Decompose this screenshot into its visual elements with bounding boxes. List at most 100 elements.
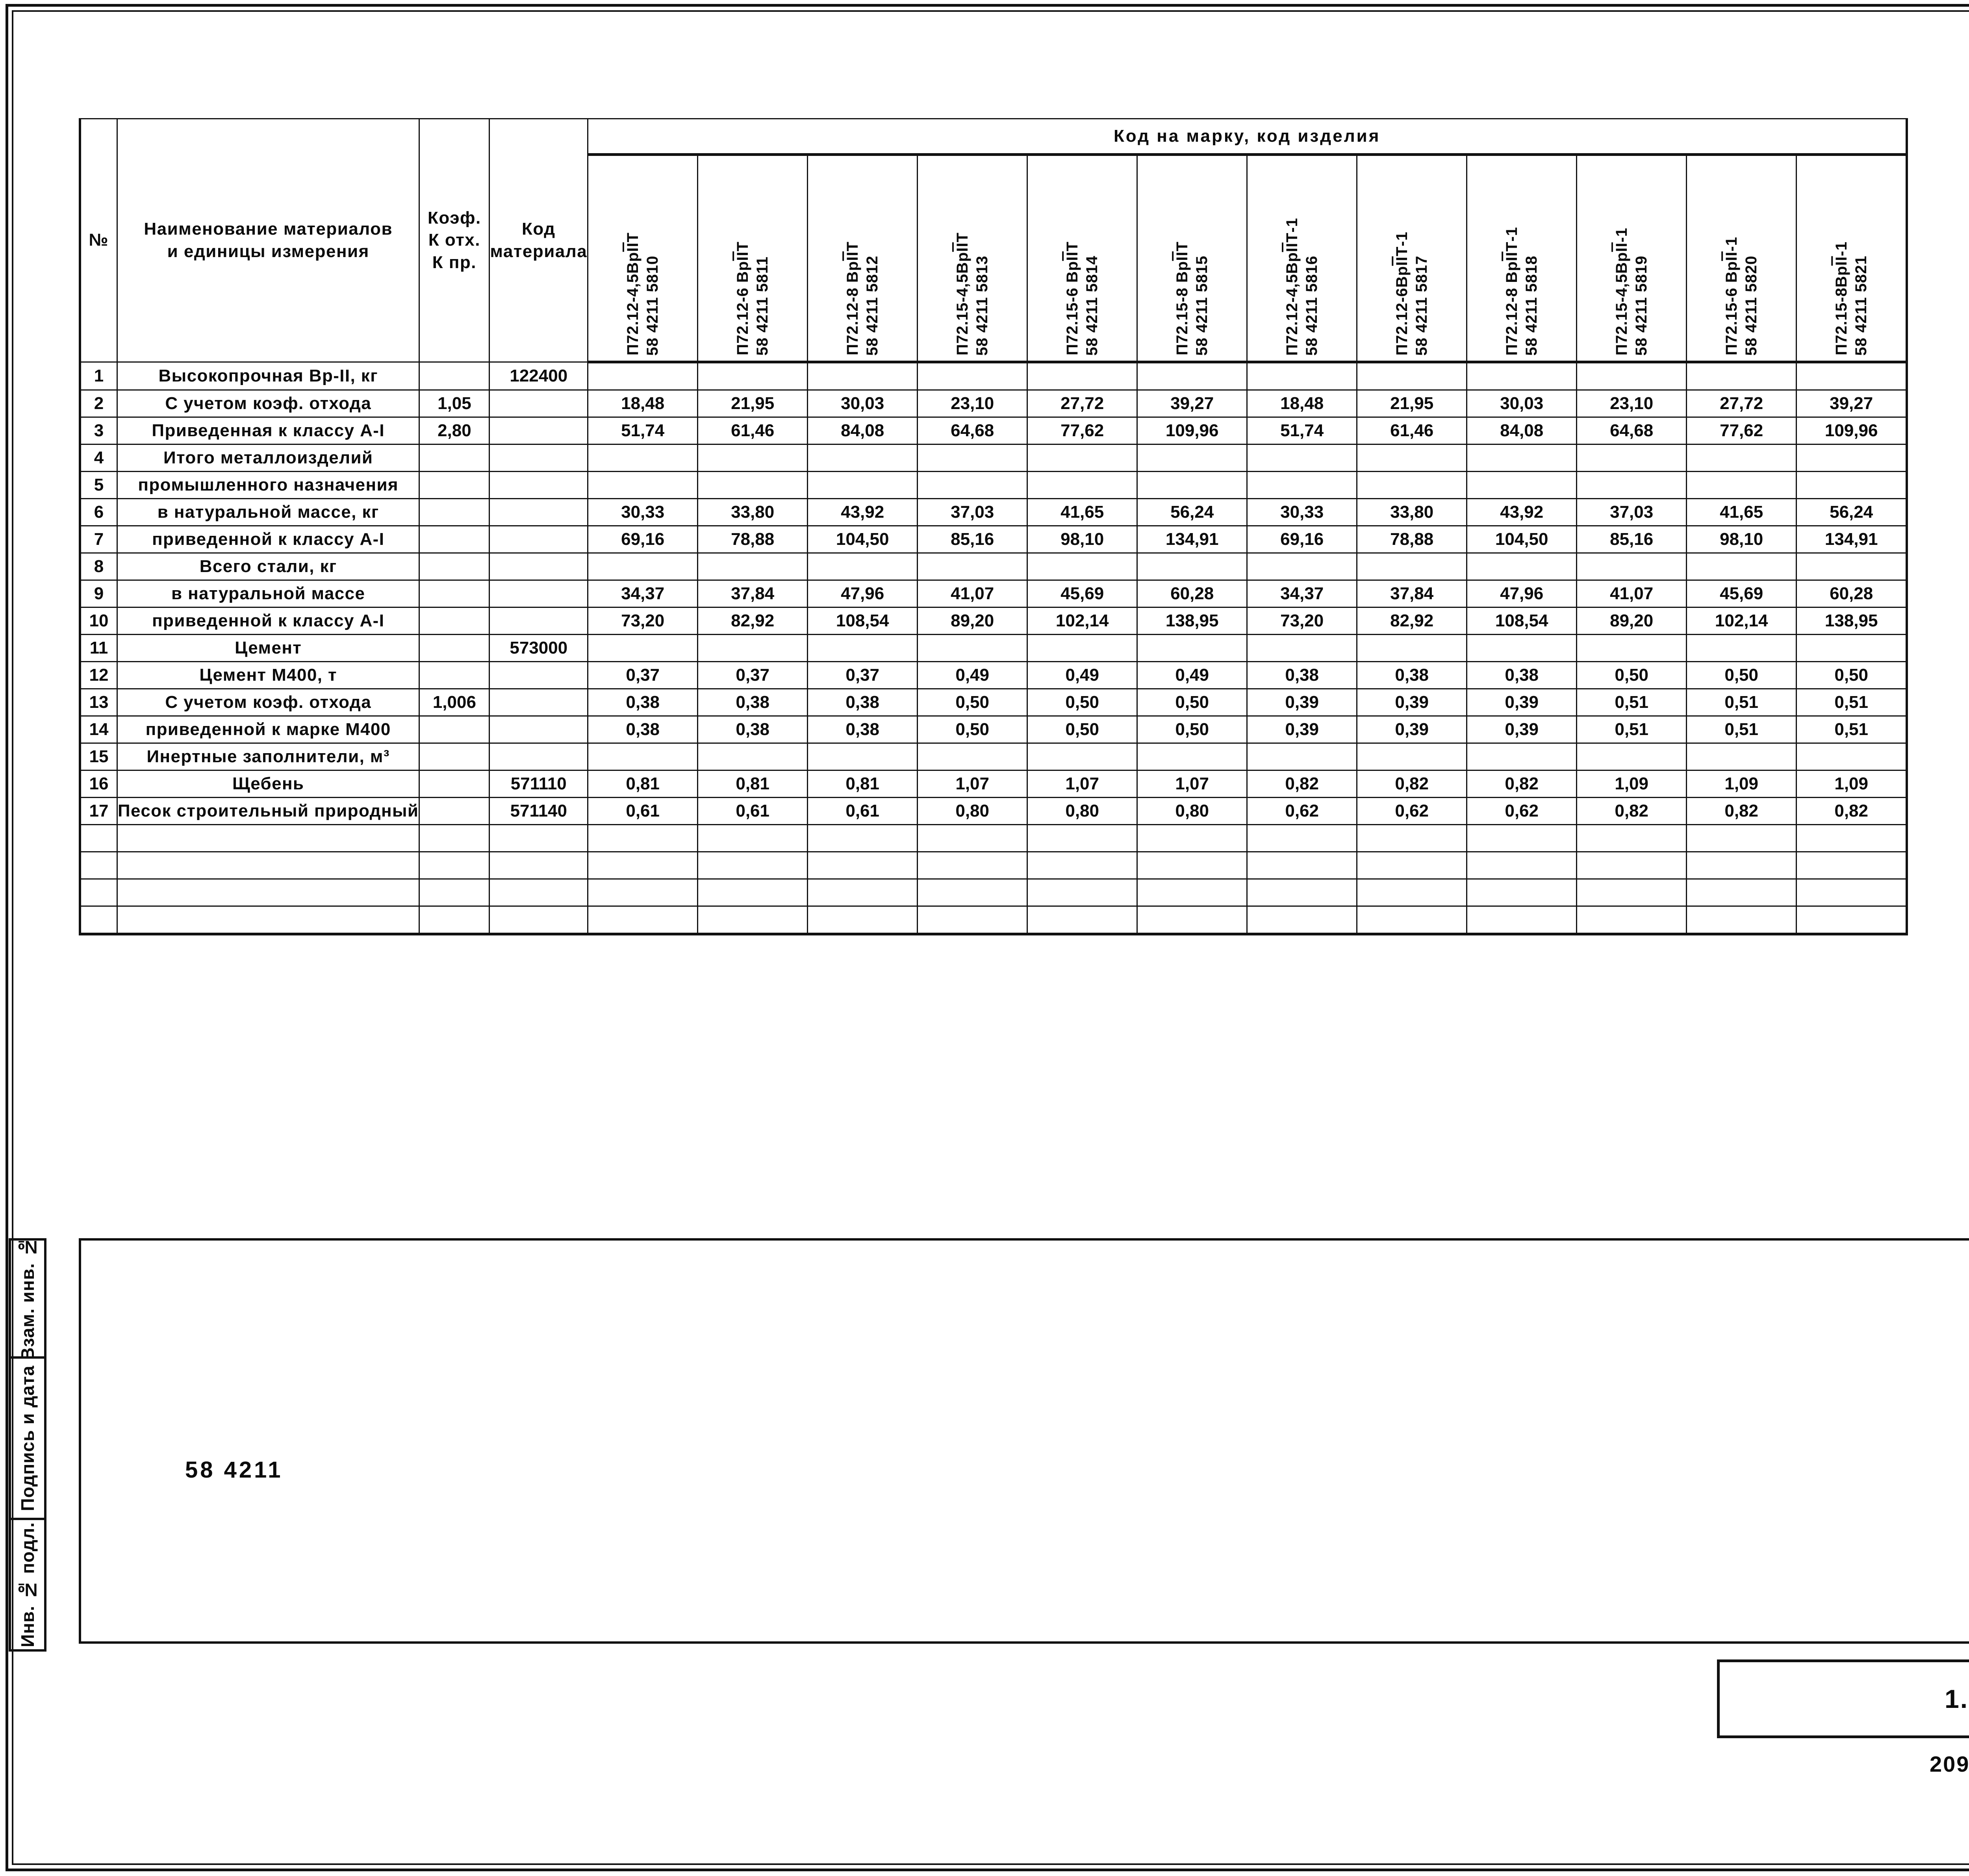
column-header-code: 58 4211 5813 xyxy=(973,255,991,356)
cell-r17-c11: 0,82 xyxy=(1686,797,1797,825)
cell-r16-c1: 0,81 xyxy=(587,770,699,798)
cell-r21-c4 xyxy=(917,906,1028,935)
cell-r1-c8 xyxy=(1356,361,1468,391)
cell-r17-c7: 0,62 xyxy=(1246,797,1358,825)
row-material-label: Щебень xyxy=(116,770,420,798)
row-material-label xyxy=(116,906,420,935)
cell-r11-c7 xyxy=(1246,634,1358,662)
table-row: 13 С учетом коэф. отхода 1,006 0,38 0,38 0,38… xyxy=(79,688,1908,717)
cell-r6-c9: 43,92 xyxy=(1466,498,1578,526)
cell-r9-c12: 60,28 xyxy=(1796,580,1908,608)
cell-r3-c7: 51,74 xyxy=(1246,417,1358,445)
column-header-wrap: П72.12-8 ВрIIТ-1 58 4211 5818 xyxy=(1467,159,1576,358)
cell-r21-c7 xyxy=(1246,906,1358,935)
cell-r8-c1 xyxy=(587,552,699,581)
cell-r9-c5: 45,69 xyxy=(1027,580,1138,608)
cell-r12-c8: 0,38 xyxy=(1356,661,1468,689)
cell-r7-c5: 98,10 xyxy=(1027,525,1138,554)
cell-r9-c10: 41,07 xyxy=(1576,580,1687,608)
cell-r20-c11 xyxy=(1686,878,1797,907)
cell-r20-c7 xyxy=(1246,878,1358,907)
column-header-wrap: П72.12-6 ВрIIТ 58 4211 5811 xyxy=(698,159,807,358)
cell-r4-c11 xyxy=(1686,444,1797,472)
cell-r14-c12: 0,51 xyxy=(1796,715,1908,744)
column-header-wrap: П72.15-8 ВрIIТ 58 4211 5815 xyxy=(1138,159,1246,358)
column-header-mark: П72.15-4,5ВрIIТ xyxy=(954,232,972,356)
cell-r11-c6 xyxy=(1137,634,1248,662)
title-block-main: 1.241-1.29-0.0.0 РМ xyxy=(1720,1662,1969,1735)
row-number xyxy=(79,824,118,852)
column-header-code: 58 4211 5812 xyxy=(864,255,881,356)
cell-r13-c7: 0,39 xyxy=(1246,688,1358,717)
row-number: 3 xyxy=(79,417,118,445)
cell-r9-c1: 34,37 xyxy=(587,580,699,608)
cell-r4-c6 xyxy=(1137,444,1248,472)
cell-r12-c9: 0,38 xyxy=(1466,661,1578,689)
row-number: 8 xyxy=(79,552,118,581)
row-material-code xyxy=(489,715,589,744)
cell-r20-c2 xyxy=(697,878,808,907)
cell-r17-c3: 0,61 xyxy=(807,797,918,825)
row-material-code xyxy=(489,607,589,635)
cell-r4-c5 xyxy=(1027,444,1138,472)
cell-r16-c9: 0,82 xyxy=(1466,770,1578,798)
cell-r20-c9 xyxy=(1466,878,1578,907)
column-header-wrap: П72.12-6ВрIIТ-1 58 4211 5817 xyxy=(1357,159,1466,358)
row-koef-value: 1,05 xyxy=(419,389,490,418)
row-koef-value xyxy=(419,851,490,880)
column-header-mark: П72.12-6ВрIIТ-1 xyxy=(1393,231,1411,356)
cell-r19-c12 xyxy=(1796,851,1908,880)
row-material-code xyxy=(489,417,589,445)
row-material-code: 571110 xyxy=(489,770,589,798)
cell-r21-c11 xyxy=(1686,906,1797,935)
row-koef-value xyxy=(419,525,490,554)
cell-r13-c11: 0,51 xyxy=(1686,688,1797,717)
cell-r7-c11: 98,10 xyxy=(1686,525,1797,554)
cell-r6-c2: 33,80 xyxy=(697,498,808,526)
column-header-12: П72.15-8ВрII-1 58 4211 5821 xyxy=(1796,154,1908,363)
title-block: 1.241-1.29-0.0.0 РМ Лист 2 xyxy=(1717,1659,1969,1738)
header-material-name-line1: Наименование материалов xyxy=(144,219,393,239)
column-header-wrap: П72.15-8ВрII-1 58 4211 5821 xyxy=(1797,159,1906,358)
header-row-group: № Наименование материалов и единицы изме… xyxy=(79,118,1908,363)
column-header-mark: П72.15-8ВрII-1 xyxy=(1833,241,1850,356)
cell-r18-c9 xyxy=(1466,824,1578,852)
cell-r10-c6: 138,95 xyxy=(1137,607,1248,635)
row-material-label: Приведенная к классу А-I xyxy=(116,417,420,445)
cell-r10-c5: 102,14 xyxy=(1027,607,1138,635)
cell-r6-c12: 56,24 xyxy=(1796,498,1908,526)
row-material-label: С учетом коэф. отхода xyxy=(116,688,420,717)
row-koef-value xyxy=(419,797,490,825)
column-header-3: П72.12-8 ВрIIТ 58 4211 5812 xyxy=(807,154,918,363)
cell-r15-c6 xyxy=(1137,743,1248,771)
cell-r13-c6: 0,50 xyxy=(1137,688,1248,717)
cell-r6-c5: 41,65 xyxy=(1027,498,1138,526)
cell-r11-c2 xyxy=(697,634,808,662)
cell-r19-c6 xyxy=(1137,851,1248,880)
cell-r4-c12 xyxy=(1796,444,1908,472)
row-material-code xyxy=(489,661,589,689)
cell-r12-c5: 0,49 xyxy=(1027,661,1138,689)
column-header-2: П72.12-6 ВрIIТ 58 4211 5811 xyxy=(697,154,808,363)
cell-r1-c5 xyxy=(1027,361,1138,391)
cell-r11-c8 xyxy=(1356,634,1468,662)
cell-r6-c10: 37,03 xyxy=(1576,498,1687,526)
cell-r15-c11 xyxy=(1686,743,1797,771)
header-koef-line3: К пр. xyxy=(432,252,477,272)
row-material-label: приведенной к классу А-I xyxy=(116,525,420,554)
cell-r6-c6: 56,24 xyxy=(1137,498,1248,526)
cell-r14-c10: 0,51 xyxy=(1576,715,1687,744)
row-material-code xyxy=(489,851,589,880)
cell-r18-c3 xyxy=(807,824,918,852)
row-material-code xyxy=(489,525,589,554)
row-koef-value xyxy=(419,361,490,391)
cell-r12-c2: 0,37 xyxy=(697,661,808,689)
cell-r6-c11: 41,65 xyxy=(1686,498,1797,526)
table-row xyxy=(79,824,1908,852)
column-header-wrap: П72.15-6 ВрIIТ 58 4211 5814 xyxy=(1028,159,1137,358)
row-material-label xyxy=(116,878,420,907)
table-head: № Наименование материалов и единицы изме… xyxy=(79,118,1908,363)
cell-r3-c3: 84,08 xyxy=(807,417,918,445)
